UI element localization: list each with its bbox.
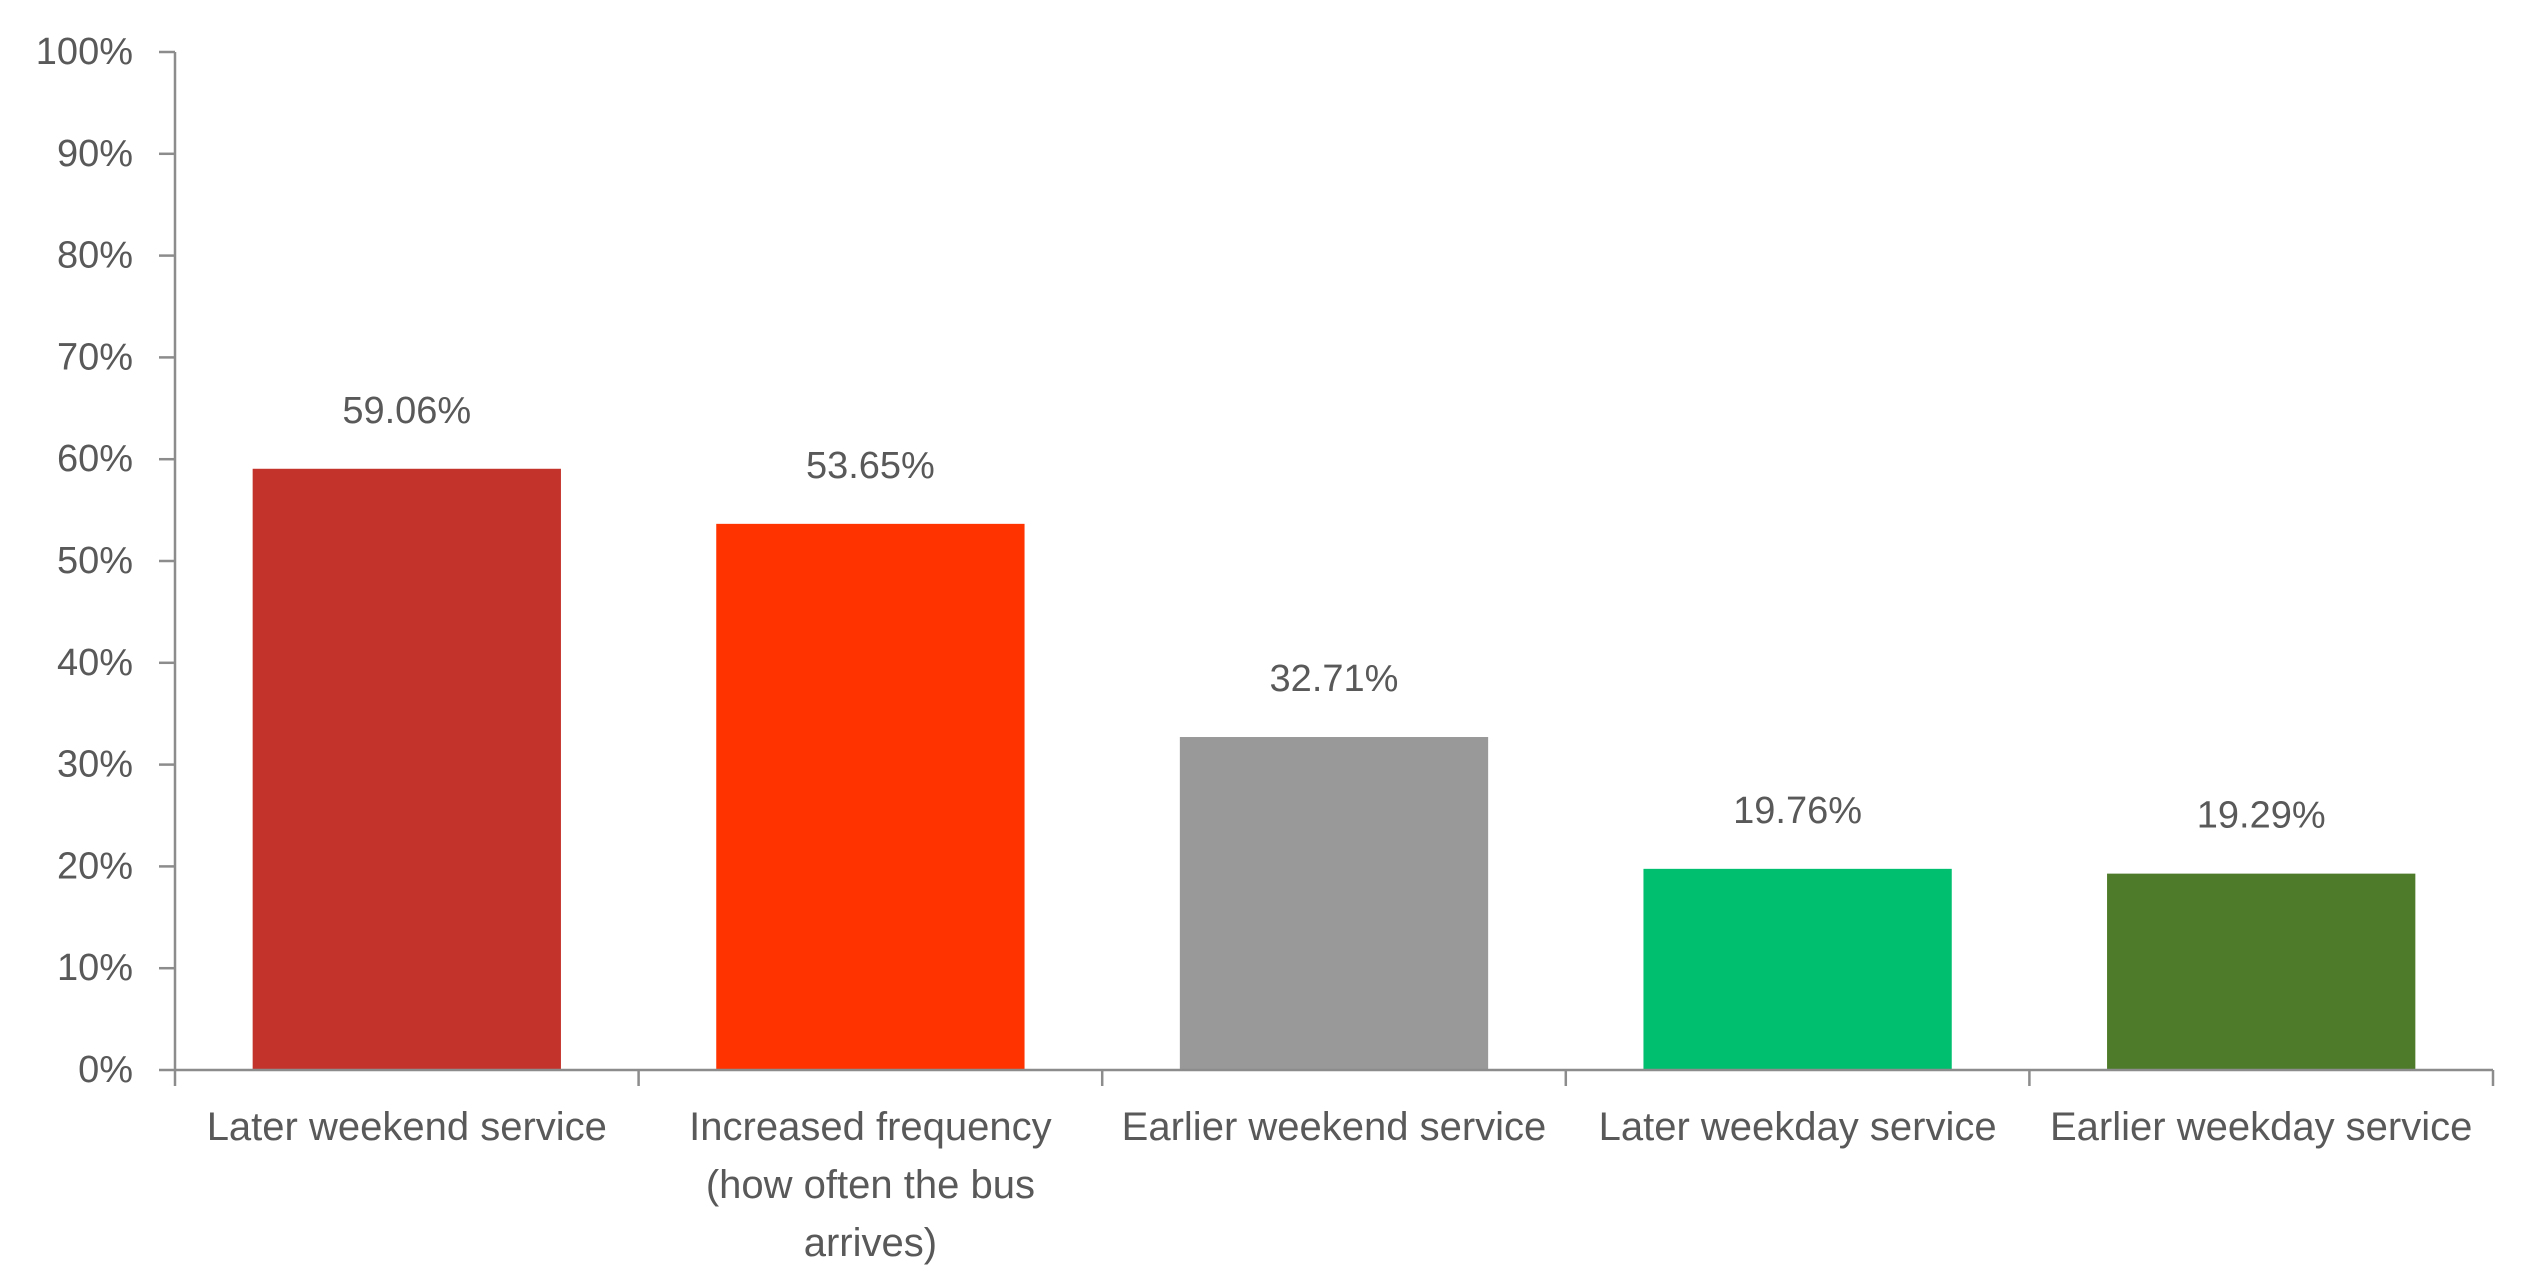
y-tick-label: 30% xyxy=(57,744,133,786)
x-category-label-line: Later weekend service xyxy=(207,1105,607,1149)
category-labels: Later weekend service Increased frequency… xyxy=(207,1105,2473,1265)
axes xyxy=(173,52,2495,1086)
bar xyxy=(2107,873,2416,1070)
data-label: 32.71% xyxy=(1270,658,1399,700)
data-label: 53.65% xyxy=(806,445,935,487)
data-labels: 59.06% 53.65% 32.71% 19.76% 19.29% xyxy=(342,390,2325,837)
bars xyxy=(252,468,2416,1071)
y-tick-label: 10% xyxy=(57,947,133,989)
y-tick-label: 50% xyxy=(57,540,133,582)
x-category-label: Later weekend service xyxy=(207,1105,607,1149)
data-label: 59.06% xyxy=(342,390,471,432)
data-label: 19.29% xyxy=(2197,795,2326,837)
y-tick-label: 40% xyxy=(57,642,133,684)
y-tick-label: 70% xyxy=(57,336,133,378)
bar xyxy=(716,523,1025,1070)
y-tick-label: 0% xyxy=(78,1049,133,1091)
bar xyxy=(1179,737,1489,1070)
x-category-label: Later weekday service xyxy=(1599,1105,1997,1149)
y-tick-label: 60% xyxy=(57,438,133,480)
x-category-label-line: Increased frequency xyxy=(689,1105,1051,1149)
x-category-label: Earlier weekday service xyxy=(2050,1105,2472,1149)
y-tick-label: 100% xyxy=(36,31,133,73)
x-category-label-line: Earlier weekday service xyxy=(2050,1105,2472,1149)
x-category-label-line: arrives) xyxy=(804,1221,937,1265)
x-category-label-line: Later weekday service xyxy=(1599,1105,1997,1149)
bar xyxy=(1643,868,1952,1070)
x-category-label-line: (how often the bus xyxy=(706,1163,1035,1207)
y-tick-label: 80% xyxy=(57,235,133,277)
x-category-label-line: Earlier weekend service xyxy=(1122,1105,1547,1149)
y-tick-label: 20% xyxy=(57,845,133,887)
x-category-label: Earlier weekend service xyxy=(1122,1105,1547,1149)
x-category-label: Increased frequency (how often the bus arr… xyxy=(689,1105,1051,1265)
bar xyxy=(252,468,561,1071)
y-tick-label: 90% xyxy=(57,133,133,175)
data-label: 19.76% xyxy=(1733,790,1862,832)
y-axis-ticks: 0% 10% 20% 30% 40% 50% 60% 70% 80% 90% 100% xyxy=(36,31,175,1091)
